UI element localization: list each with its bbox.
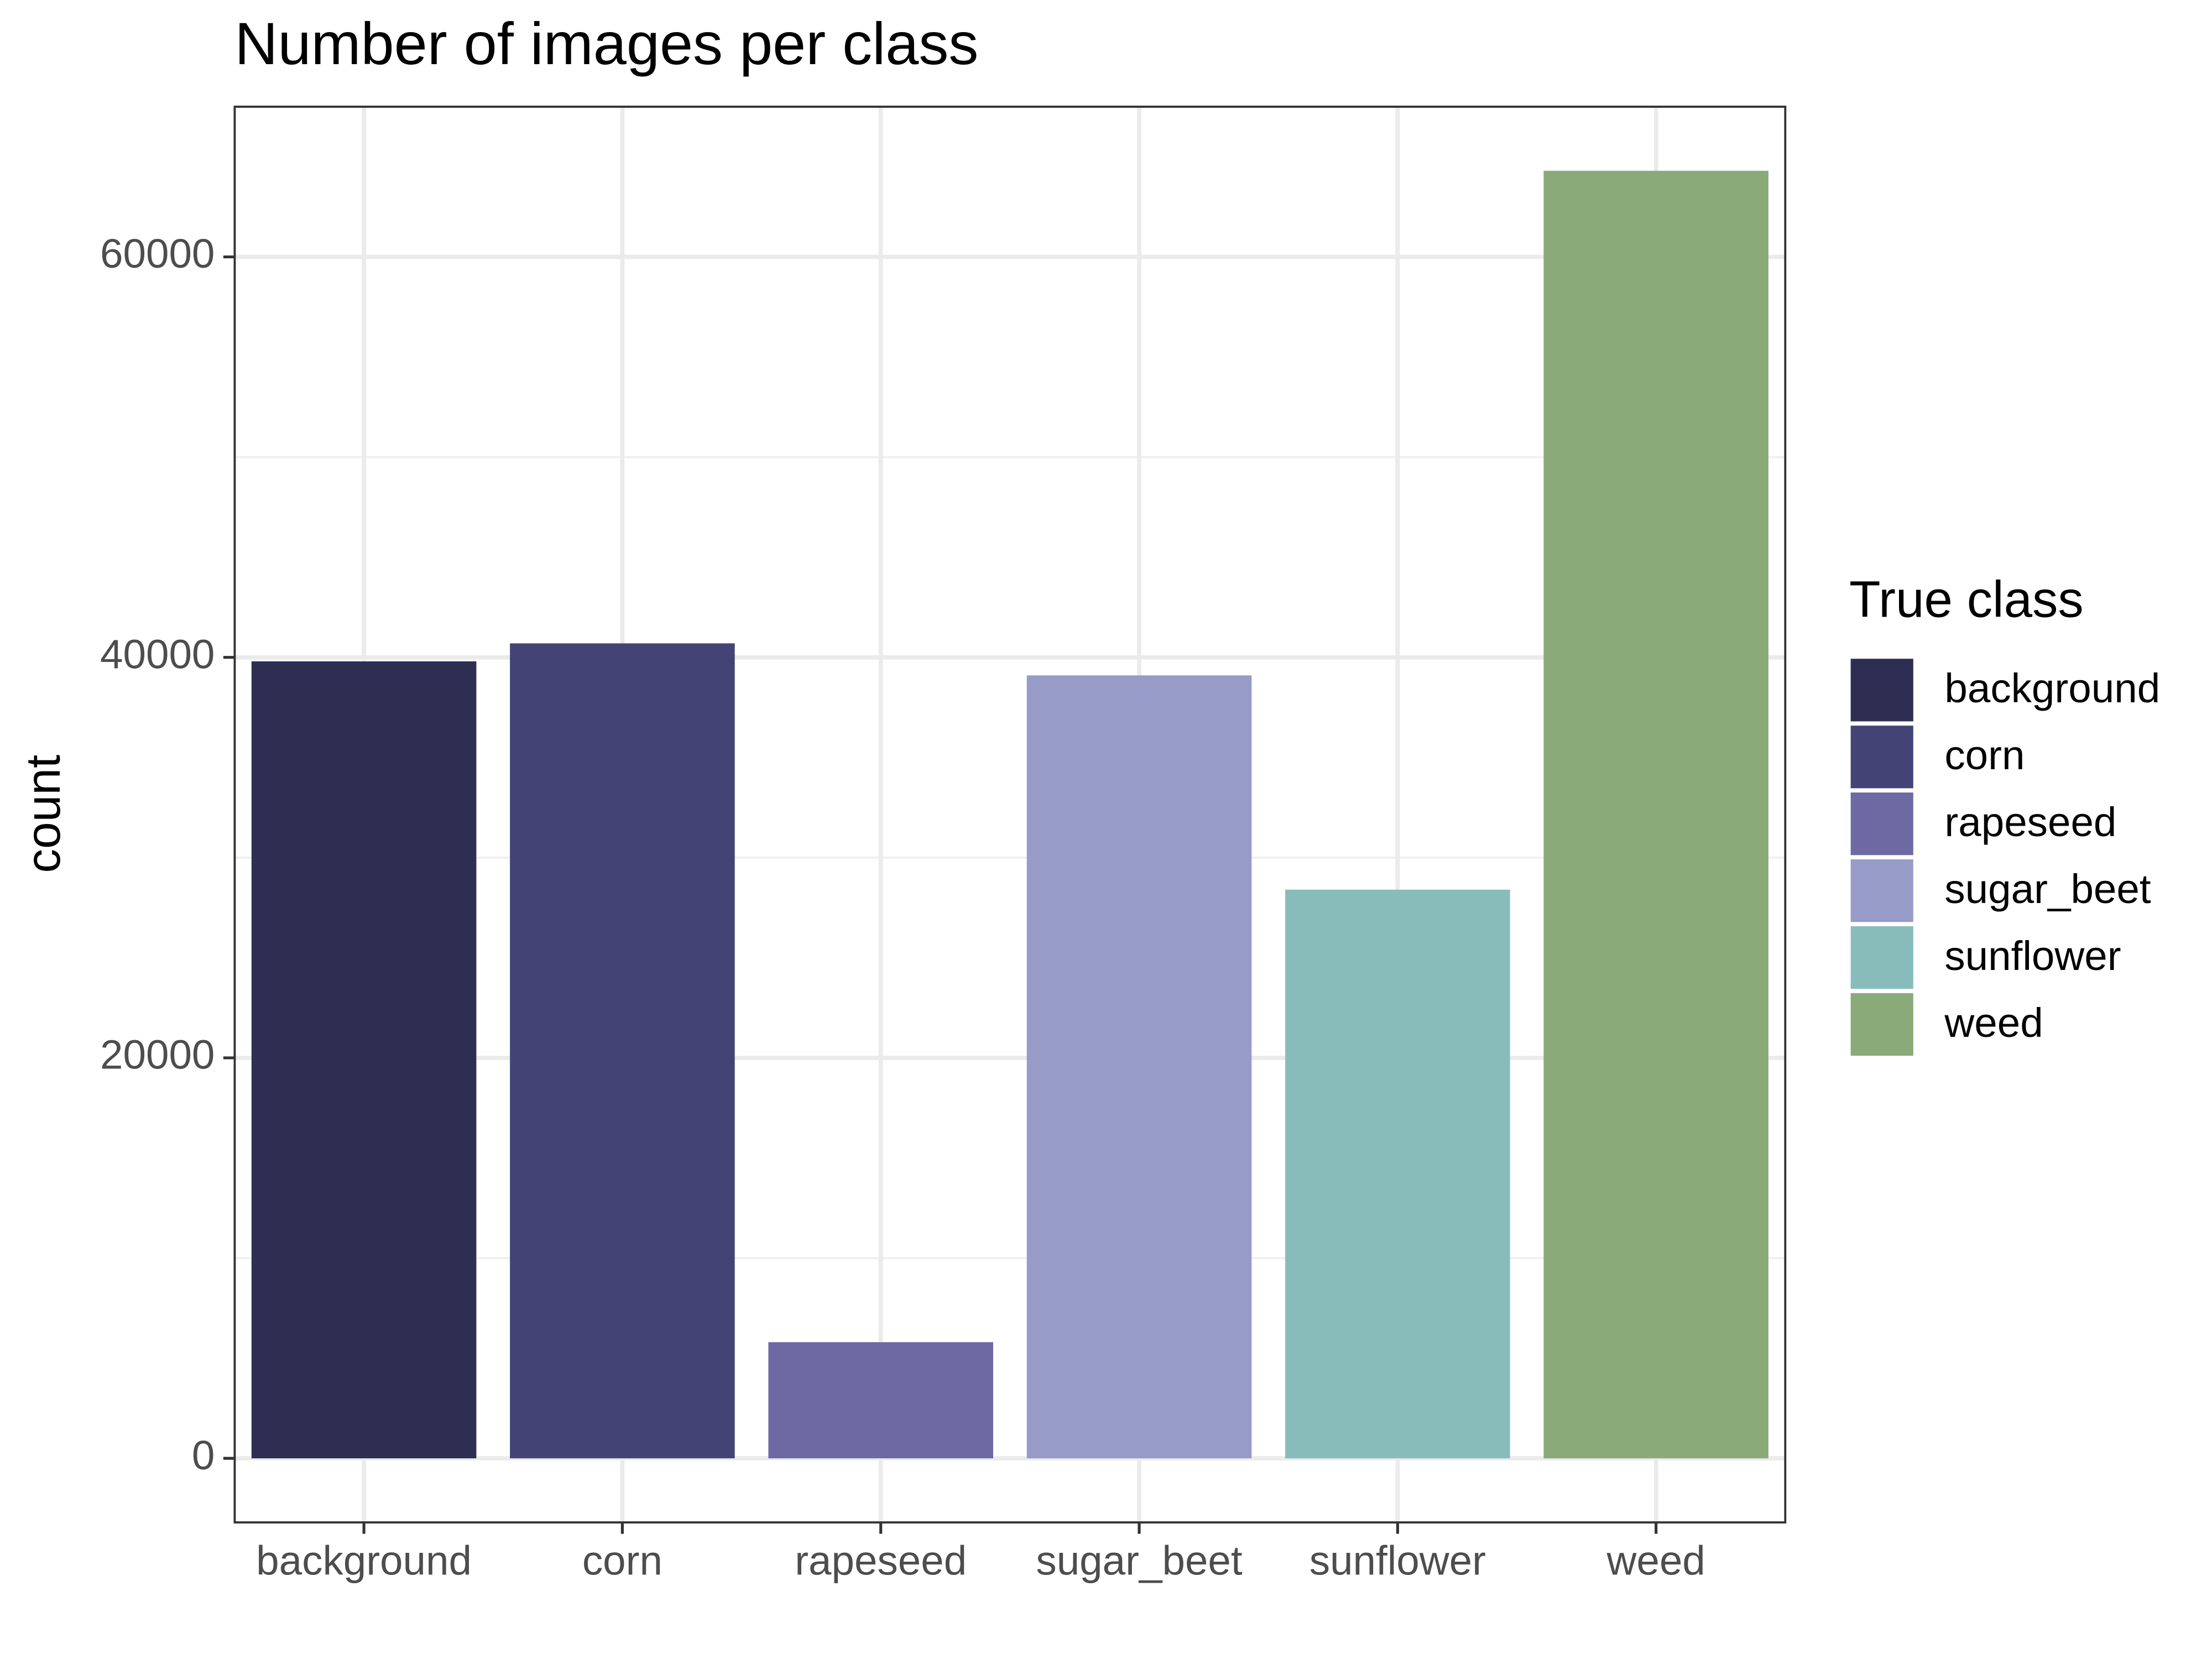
y-tick-label: 0 <box>192 1432 215 1478</box>
legend-label: sunflower <box>1944 932 2121 979</box>
legend-key <box>1850 859 1913 922</box>
legend-label: corn <box>1944 732 2025 778</box>
bar <box>510 643 735 1459</box>
y-tick-label: 20000 <box>100 1031 215 1078</box>
x-tick-label: background <box>256 1537 472 1583</box>
x-tick-label: rapeseed <box>795 1537 967 1583</box>
legend-label: rapeseed <box>1944 799 2116 845</box>
y-tick-label: 60000 <box>100 230 215 276</box>
panel <box>234 106 1786 1523</box>
legend-label: sugar_beet <box>1944 865 2151 912</box>
y-tick-label: 40000 <box>100 630 215 677</box>
chart-title: Number of images per class <box>234 10 978 77</box>
x-tick-label: sugar_beet <box>1036 1537 1242 1583</box>
bar <box>1026 675 1252 1459</box>
x-tick-label: corn <box>582 1537 662 1583</box>
panel-border <box>233 106 1787 1524</box>
legend-key <box>1850 993 1913 1056</box>
legend-label: weed <box>1944 999 2043 1046</box>
legend-label: background <box>1944 665 2160 711</box>
x-tick-label: sunflower <box>1310 1537 1486 1583</box>
bar <box>768 1342 993 1459</box>
legend-key <box>1850 792 1913 855</box>
bar <box>251 661 477 1459</box>
legend-key <box>1850 926 1913 989</box>
y-axis-title: count <box>16 755 70 873</box>
legend-title: True class <box>1849 570 2084 628</box>
x-tick-label: weed <box>1606 1537 1705 1583</box>
bar <box>1285 889 1510 1459</box>
legend-key <box>1850 659 1913 722</box>
bar <box>1543 170 1768 1459</box>
legend-key <box>1850 726 1913 789</box>
